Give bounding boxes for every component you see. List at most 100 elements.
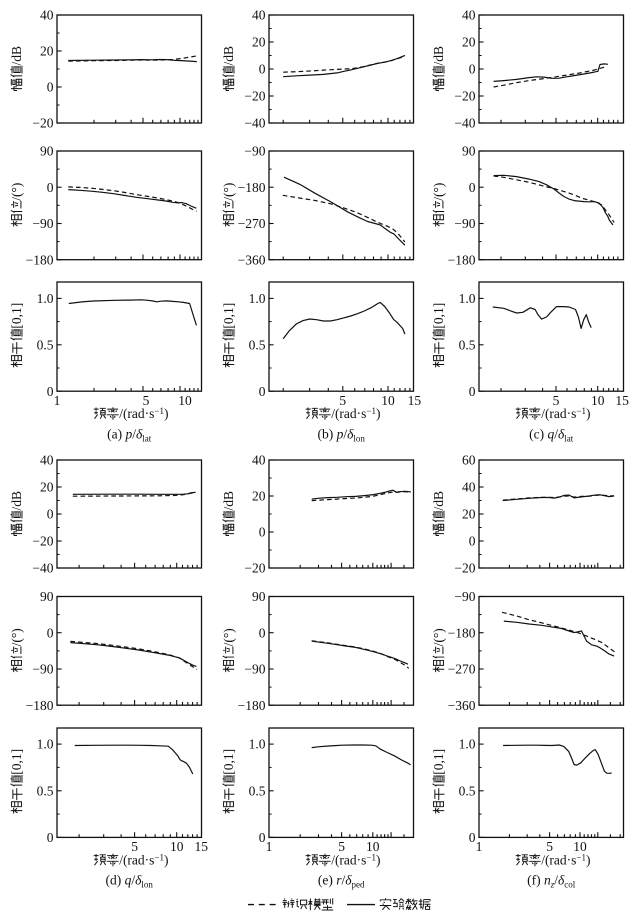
svg-text:0.5: 0.5	[249, 337, 266, 352]
svg-text:/(°): /(°)	[431, 628, 446, 646]
svg-text:/dB: /dB	[221, 46, 236, 66]
svg-text:0: 0	[259, 62, 266, 77]
svg-text:−90: −90	[454, 216, 475, 231]
svg-text:90: 90	[462, 144, 476, 159]
svg-text:10: 10	[170, 839, 184, 854]
svg-text:−180: −180	[26, 252, 54, 267]
svg-text:90: 90	[252, 589, 266, 604]
svg-text:0.5: 0.5	[459, 783, 476, 798]
svg-text:1: 1	[476, 839, 483, 854]
svg-text:5: 5	[339, 393, 346, 408]
svg-text:0: 0	[47, 625, 54, 640]
svg-text:−20: −20	[244, 89, 265, 104]
svg-text:−180: −180	[238, 180, 266, 195]
svg-text:0: 0	[47, 180, 54, 195]
svg-text:1: 1	[54, 393, 61, 408]
svg-text:5: 5	[338, 839, 345, 854]
svg-text:−180: −180	[448, 625, 476, 640]
svg-text:40: 40	[40, 8, 54, 23]
svg-text:40: 40	[40, 453, 54, 468]
svg-text:−20: −20	[454, 561, 475, 576]
svg-text:/dB: /dB	[431, 46, 446, 66]
svg-text:(c) q/δlat: (c) q/δlat	[529, 427, 574, 444]
svg-text:−90: −90	[32, 216, 53, 231]
svg-text:5: 5	[143, 393, 150, 408]
svg-text:60: 60	[462, 453, 476, 468]
svg-text:0: 0	[47, 507, 54, 522]
svg-text:−360: −360	[448, 698, 476, 713]
svg-text:/(°): /(°)	[221, 628, 236, 646]
svg-text:0.5: 0.5	[37, 783, 54, 798]
svg-text:1.0: 1.0	[459, 737, 476, 752]
svg-text:−90: −90	[244, 144, 265, 159]
svg-text:0: 0	[469, 180, 476, 195]
svg-text:10: 10	[573, 839, 587, 854]
svg-text:40: 40	[252, 453, 266, 468]
svg-text:[0,1]: [0,1]	[431, 749, 446, 775]
svg-text:5: 5	[553, 393, 560, 408]
svg-text:[0,1]: [0,1]	[431, 303, 446, 329]
svg-text:(a) p/δlat: (a) p/δlat	[107, 427, 152, 444]
svg-text:/(°): /(°)	[9, 628, 24, 646]
svg-text:20: 20	[40, 44, 54, 59]
svg-text:5: 5	[546, 839, 553, 854]
svg-text:90: 90	[40, 589, 54, 604]
svg-text:0.5: 0.5	[37, 337, 54, 352]
svg-text:0: 0	[47, 830, 54, 845]
svg-text:−40: −40	[454, 116, 475, 131]
svg-text:−180: −180	[238, 698, 266, 713]
svg-text:/dB: /dB	[221, 491, 236, 511]
svg-text:10: 10	[381, 393, 395, 408]
svg-text:[0,1]: [0,1]	[9, 749, 24, 775]
svg-text:20: 20	[252, 489, 266, 504]
svg-text:0: 0	[469, 384, 476, 399]
svg-text:−180: −180	[26, 698, 54, 713]
svg-text:0: 0	[259, 830, 266, 845]
svg-text:−40: −40	[244, 116, 265, 131]
svg-text:/(°): /(°)	[9, 183, 24, 201]
svg-text:−40: −40	[32, 561, 53, 576]
svg-text:1.0: 1.0	[249, 737, 266, 752]
svg-text:−270: −270	[448, 662, 476, 677]
svg-text:15: 15	[615, 393, 629, 408]
svg-text:−20: −20	[32, 116, 53, 131]
svg-text:40: 40	[252, 8, 266, 23]
svg-text:20: 20	[462, 35, 476, 50]
svg-text:−20: −20	[32, 534, 53, 549]
svg-text:0: 0	[469, 534, 476, 549]
svg-text:10: 10	[591, 393, 605, 408]
svg-text:0.5: 0.5	[459, 337, 476, 352]
svg-text:−90: −90	[32, 662, 53, 677]
svg-text:0: 0	[259, 525, 266, 540]
svg-text:1: 1	[266, 839, 273, 854]
svg-text:1.0: 1.0	[249, 291, 266, 306]
svg-text:−360: −360	[238, 252, 266, 267]
svg-text:−90: −90	[244, 662, 265, 677]
svg-text:5: 5	[131, 839, 138, 854]
svg-text:−180: −180	[448, 252, 476, 267]
svg-text:/dB: /dB	[9, 46, 24, 66]
svg-text:0: 0	[469, 830, 476, 845]
svg-text:1.0: 1.0	[37, 737, 54, 752]
svg-text:40: 40	[462, 480, 476, 495]
svg-text:0.5: 0.5	[249, 783, 266, 798]
svg-text:1.0: 1.0	[37, 291, 54, 306]
svg-text:/dB: /dB	[431, 491, 446, 511]
svg-text:15: 15	[408, 393, 422, 408]
svg-text:0: 0	[259, 384, 266, 399]
svg-text:(f) nz/δcol: (f) nz/δcol	[527, 873, 576, 890]
svg-text:10: 10	[178, 393, 192, 408]
svg-text:[0,1]: [0,1]	[221, 303, 236, 329]
svg-text:/(°): /(°)	[431, 183, 446, 201]
svg-text:−270: −270	[238, 216, 266, 231]
svg-text:0: 0	[47, 80, 54, 95]
svg-text:10: 10	[366, 839, 380, 854]
svg-text:/dB: /dB	[9, 491, 24, 511]
svg-text:−20: −20	[244, 561, 265, 576]
svg-text:20: 20	[40, 480, 54, 495]
svg-text:20: 20	[462, 507, 476, 522]
svg-text:−20: −20	[454, 89, 475, 104]
svg-text:90: 90	[40, 144, 54, 159]
svg-text:0: 0	[469, 62, 476, 77]
svg-text:−90: −90	[454, 589, 475, 604]
